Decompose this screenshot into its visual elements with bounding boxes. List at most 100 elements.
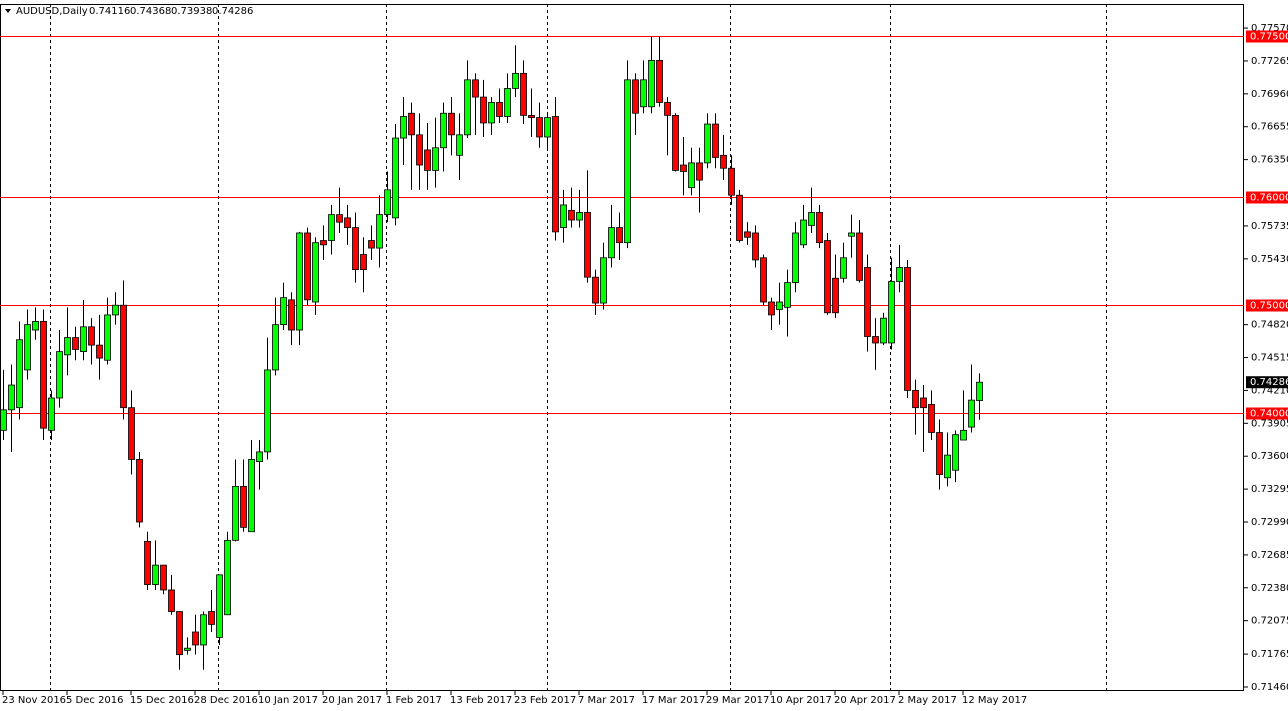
candle-body [616,227,623,244]
candle-body [504,88,511,117]
candle-body [192,631,199,646]
candle-body [0,409,7,431]
candle-body [248,459,255,533]
candle-body [960,429,967,441]
y-tick-label: 0.71765 [1251,649,1288,660]
level-label: 0.75000 [1250,301,1288,312]
x-tick-label: 20 Apr 2017 [834,695,896,706]
level-label-bg [1246,191,1288,204]
candle-body [256,451,263,463]
candle-body [128,407,135,460]
candle-body [144,541,151,585]
candle-body [752,232,759,261]
candle-body [368,240,375,249]
candle-body [648,60,655,108]
candle-body [80,326,87,352]
candle-body [440,112,447,149]
candle-body [744,231,751,238]
x-tick-label: 2 May 2017 [898,695,957,706]
candle-body [792,232,799,283]
symbol: AUDUSD,Daily [16,6,88,17]
x-tick-label: 12 May 2017 [962,695,1027,706]
candle-body [56,351,63,399]
candle-body [896,267,903,282]
candle-body [360,254,367,271]
candle-body [880,317,887,344]
candle-body [704,123,711,164]
candle-body [680,164,687,172]
candle-body [224,539,231,616]
candle-body [208,611,215,625]
candle-body [200,614,207,646]
candle-body [480,96,487,124]
candle-body [72,337,79,350]
candle-body [832,277,839,314]
x-tick-label: 23 Nov 2016 [2,695,66,706]
x-tick-label: 23 Feb 2017 [514,695,576,706]
candle-body [864,267,871,337]
candle-body [952,434,959,471]
x-tick-label: 13 Feb 2017 [450,695,512,706]
candle-body [712,123,719,158]
candle-body [392,137,399,219]
y-tick-label: 0.75735 [1251,221,1288,232]
candle-body [408,112,415,136]
candle-body [976,381,983,401]
candle-body [920,397,927,409]
level-label: 0.74000 [1250,409,1288,420]
level-label: 0.77500 [1250,32,1288,43]
candle-body [112,304,119,316]
y-tick-label: 0.72075 [1251,616,1288,627]
candle-body [776,301,783,310]
candle-body [760,257,767,303]
header-close: 0.74286 [212,6,253,17]
last-price-label: 0.74286 [1250,377,1288,388]
level-label-bg [1246,30,1288,43]
candle-body [288,299,295,331]
candle-body [416,134,423,166]
candle-body [304,232,311,301]
candle-body [24,324,31,371]
candle-body [456,134,463,156]
candle-body [104,314,111,361]
candle-body [656,60,663,103]
candle-body [848,232,855,237]
candle-body [152,564,159,585]
candle-body [376,214,383,249]
candle-body [608,227,615,259]
candle-body [176,611,183,656]
candle-body [352,227,359,271]
level-label-bg [1246,407,1288,420]
candle-body [816,212,823,244]
candle-body [88,326,95,346]
candle-body [664,102,671,116]
candle-body [280,297,287,326]
candle-body [320,240,327,246]
candle-body [488,102,495,124]
candle-body [328,214,335,241]
candle-body [344,217,351,228]
x-tick-label: 1 Feb 2017 [386,695,442,706]
candle-body [536,117,543,138]
candle-body [576,212,583,221]
candle-body [904,267,911,391]
menu-triangle[interactable] [5,9,11,13]
level-label-bg [1246,299,1288,312]
candle-body [632,79,639,114]
candle-body [856,232,863,281]
candle-body [592,276,599,304]
candle-body [264,369,271,453]
candle-body [800,219,807,246]
y-tick-label: 0.71460 [1251,682,1288,693]
y-tick-label: 0.72685 [1251,550,1288,561]
candle-body [384,189,391,216]
candle-body [96,344,103,359]
candle-body [688,162,695,189]
candle-body [432,147,439,171]
